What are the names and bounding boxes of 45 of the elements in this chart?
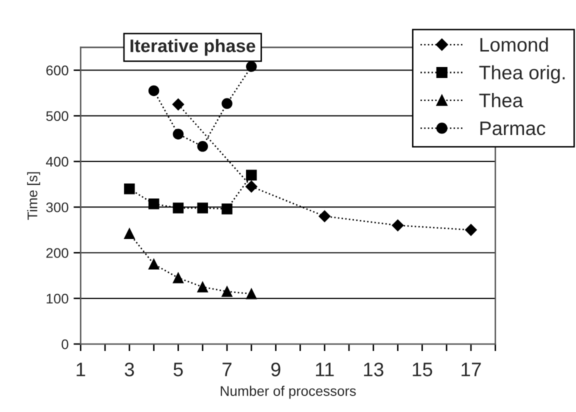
y-tick-label: 0 [62, 339, 68, 350]
chart-title: Iterative phase [130, 38, 256, 56]
x-axis-title: Number of processors [220, 386, 356, 399]
x-tick-label: 3 [124, 362, 134, 376]
point [197, 141, 208, 152]
point [172, 202, 184, 214]
point [124, 183, 135, 194]
x-tick-label: 15 [412, 362, 432, 376]
y-tick-label: 400 [46, 156, 68, 167]
point [197, 282, 208, 292]
y-tick-label: 200 [46, 248, 68, 258]
legend-label: Lomond [480, 37, 548, 52]
point [222, 286, 232, 297]
y-tick-label: 600 [46, 66, 68, 76]
x-tick-label: 5 [174, 362, 183, 376]
x-tick-label: 9 [271, 362, 280, 376]
point [124, 228, 135, 239]
x-tick-label: 7 [222, 362, 232, 376]
x-tick-label: 13 [364, 362, 384, 376]
legend-label: Thea [479, 93, 524, 108]
x-tick-label: 11 [316, 362, 334, 376]
point [172, 98, 184, 110]
legend-label: Thea orig. [479, 65, 565, 84]
point [246, 61, 257, 72]
point [172, 128, 184, 140]
point [222, 98, 232, 109]
x-tick-label: 17 [462, 362, 481, 376]
y-tick-label: 100 [46, 294, 68, 304]
point [318, 210, 331, 222]
y-tick-label: 500 [46, 111, 68, 122]
point [245, 180, 258, 192]
y-tick-label: 300 [46, 202, 68, 212]
point [392, 219, 404, 232]
point [246, 170, 257, 181]
point [148, 198, 160, 210]
point [148, 258, 160, 270]
point [222, 204, 232, 214]
x-tick-label: 1 [76, 362, 86, 376]
point [172, 272, 184, 284]
point [197, 202, 208, 214]
point [465, 224, 477, 236]
y-axis-title: Time [s] [27, 172, 40, 220]
legend-label: Parmac [480, 122, 546, 136]
point [148, 85, 160, 96]
point [246, 288, 257, 300]
